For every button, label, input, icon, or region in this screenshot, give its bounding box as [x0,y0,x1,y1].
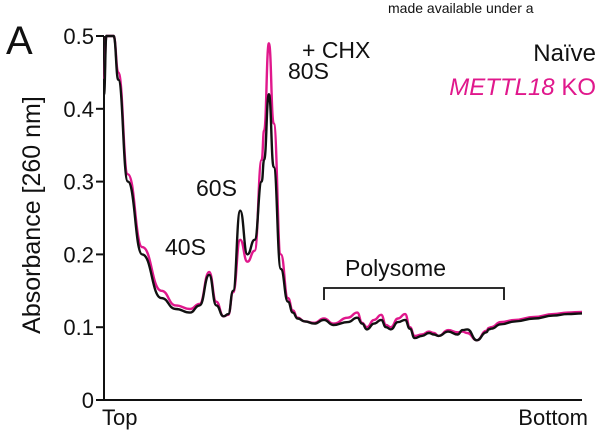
y-ticks: 0 0.1 0.2 0.3 0.4 0.5 [63,24,104,413]
panel-label: A [6,19,33,63]
legend-mettl18-ko: METTL18 KO [449,74,596,101]
annotation-40s: 40S [165,234,206,260]
x-ticks: Top Bottom [102,405,588,430]
x-tick-label: Bottom [518,405,588,430]
series-line-naive [102,34,583,342]
y-tick-label: 0.2 [63,242,94,267]
annotation-80s: 80S [288,58,329,84]
y-tick-label: 0.4 [63,97,94,122]
series-group [102,34,583,342]
y-axis-label: Absorbance [260 nm] [18,96,46,334]
chart-title: + CHX [302,37,370,63]
y-tick-label: 0 [82,388,94,413]
legend-gene-name: METTL18 [449,74,555,101]
series-line-mettl18-ko [102,34,583,342]
polysome-bracket [323,287,505,300]
x-tick-label: Top [102,405,137,430]
header-fragment: made available under a [388,0,534,16]
legend-ko-suffix: KO [555,74,596,101]
annotation-60s: 60S [196,175,237,201]
y-tick-label: 0.3 [63,170,94,195]
annotation-polysome: Polysome [345,255,446,281]
y-tick-label: 0.5 [63,24,94,49]
y-tick-label: 0.1 [63,315,94,340]
legend-naive: Naïve [533,40,596,67]
